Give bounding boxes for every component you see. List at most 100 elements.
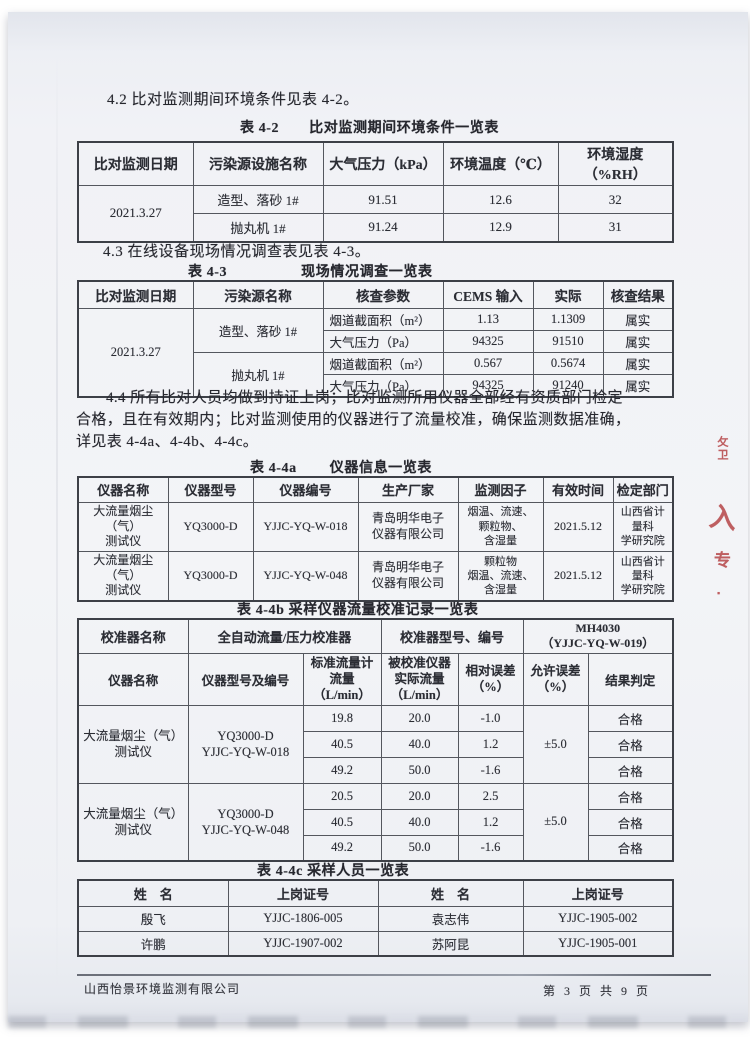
cell-cert-no: YJJC-1907-002 <box>227 930 379 957</box>
cell-rel-error: -1.6 <box>457 834 524 862</box>
col-header: 监测因子 <box>457 476 544 503</box>
table-4-4a-title: 仪器信息一览表 <box>329 461 432 476</box>
cell-model: YQ3000-D <box>167 501 254 552</box>
col-header: 仪器型号 <box>167 476 254 503</box>
col-header: 污染源名称 <box>192 280 324 309</box>
table-env-conditions: 比对监测日期 污染源设施名称 大气压力（kPa） 环境温度（℃） 环境湿度（%R… <box>77 141 674 243</box>
cell-person-name: 袁志伟 <box>377 905 524 932</box>
col-header: 仪器名称 <box>77 652 189 706</box>
cell-date: 2021.3.27 <box>77 185 194 242</box>
table-row: 大气压力（Pa） 94325 91510 属实 <box>78 329 674 353</box>
cell-rel-error: -1.0 <box>457 704 524 732</box>
cell-result: 合格 <box>587 808 674 836</box>
cell-facility: 造型、落砂 1# <box>192 185 324 214</box>
table-4-2-caption: 表 4-2 比对监测期间环境条件一览表 <box>240 117 499 137</box>
table-row: 校准器名称 全自动流量/压力校准器 校准器型号、编号 MH4030 （YJJC-… <box>77 618 674 654</box>
cell-std-flow: 49.2 <box>302 834 382 862</box>
cell-source: 抛丸机 1# <box>192 351 324 397</box>
col-header: 实际 <box>532 280 604 309</box>
table-row: 2021.3.27 造型、落砂 1# 91.51 12.6 32 <box>77 185 674 242</box>
cell-valid-date: 2021.5.12 <box>542 501 614 552</box>
cell-param: 烟道截面积（m²） <box>322 307 444 331</box>
table-4-4b-title: 表 4-4b 采样仪器流量校准记录一览表 <box>237 603 479 618</box>
cell-cert-no: YJJC-1905-001 <box>522 930 674 957</box>
cell-rel-error: 1.2 <box>457 730 524 758</box>
table-flow-calibration: 校准器名称 全自动流量/压力校准器 校准器型号、编号 MH4030 （YJJC-… <box>77 618 675 863</box>
red-ink-mark: 入 <box>707 501 739 535</box>
cell-rel-error: -1.6 <box>457 756 524 784</box>
table-4-2-title: 比对监测期间环境条件一览表 <box>309 121 499 136</box>
table-row: 仪器名称 仪器型号 仪器编号 生产厂家 监测因子 有效时间 检定部门 <box>77 476 674 503</box>
col-header: 仪器型号及编号 <box>187 652 304 706</box>
col-header: 被校准仪器 实际流量 （L/min） <box>380 652 459 706</box>
cell-model: YQ3000-D <box>167 550 254 602</box>
cell-param: 烟道截面积（m²） <box>322 351 444 375</box>
col-header: 检定部门 <box>612 476 674 503</box>
table-row: 大流量烟尘（气） 测试仪 YQ3000-D YJJC-YQ-W-018 青岛明华… <box>77 501 674 552</box>
table-row: 40.5 40.0 1.2 合格 <box>78 730 674 758</box>
cell-result: 合格 <box>587 834 674 862</box>
col-header: 校准器名称 <box>77 618 189 654</box>
cell-actual: 91240 <box>532 373 604 397</box>
red-ink-mark: 专 <box>714 551 731 570</box>
cell-result: 属实 <box>602 329 674 353</box>
red-ink-mark: ▪ <box>717 588 721 598</box>
col-header: 生产厂家 <box>357 476 459 503</box>
cell-allowed-error: ±5.0 <box>522 782 589 862</box>
col-header: 核查结果 <box>602 280 674 309</box>
table-row: 比对监测日期 污染源名称 核查参数 CEMS 输入 实际 核查结果 <box>77 280 674 309</box>
col-header: 结果判定 <box>587 652 674 706</box>
table-row: 49.2 50.0 -1.6 合格 <box>78 834 674 862</box>
col-header: 姓 名 <box>77 879 229 907</box>
table-4-4c-caption: 表 4-4c 采样人员一览表 <box>257 860 409 880</box>
cell-rel-error: 1.2 <box>457 808 524 836</box>
cell-model-serial: YQ3000-D YJJC-YQ-W-018 <box>187 704 304 784</box>
cell-param: 大气压力（Pa） <box>322 329 444 353</box>
table-4-3-label: 表 4-3 <box>188 265 228 280</box>
scan-edge-noise <box>8 1016 748 1028</box>
col-header: 污染源设施名称 <box>192 141 324 186</box>
cell-maker: 青岛明华电子 仪器有限公司 <box>357 501 459 552</box>
col-header: 比对监测日期 <box>77 280 194 309</box>
col-header: CEMS 输入 <box>442 280 534 309</box>
cell-result: 合格 <box>587 704 674 732</box>
cell-std-flow: 20.5 <box>302 782 382 810</box>
table-row: 大气压力（Pa） 94325 91240 属实 <box>78 373 674 397</box>
col-header: 标准流量计 流量 （L/min） <box>302 652 382 706</box>
table-site-survey: 比对监测日期 污染源名称 核查参数 CEMS 输入 实际 核查结果 2021.3… <box>77 280 674 398</box>
table-row: 比对监测日期 污染源设施名称 大气压力（kPa） 环境温度（℃） 环境湿度（%R… <box>77 141 674 186</box>
cell-result: 合格 <box>587 730 674 758</box>
cell-result: 属实 <box>602 373 674 397</box>
col-header: 环境湿度（%RH） <box>557 141 674 186</box>
cell-actual-flow: 50.0 <box>380 756 459 784</box>
cell-person-name: 苏阿昆 <box>377 930 524 957</box>
cell-serial: YJJC-YQ-W-048 <box>252 550 359 602</box>
cell-temp: 12.9 <box>442 213 559 242</box>
cell-cert-no: YJJC-1806-005 <box>227 905 379 932</box>
cell-person-name: 殷飞 <box>77 905 229 932</box>
col-header: 允许误差 （%） <box>522 652 589 706</box>
table-row: 抛丸机 1# 91.24 12.9 31 <box>78 213 674 242</box>
cell-actual: 1.1309 <box>532 307 604 331</box>
cell-cert-no: YJJC-1905-002 <box>522 905 674 932</box>
table-row: 49.2 50.0 -1.6 合格 <box>78 756 674 784</box>
table-row: 大流量烟尘（气） 测试仪 YQ3000-D YJJC-YQ-W-018 19.8… <box>77 704 674 784</box>
cell-humidity: 31 <box>557 213 674 242</box>
col-header: 环境温度（℃） <box>442 141 559 186</box>
table-4-4c-title: 表 4-4c 采样人员一览表 <box>257 864 410 879</box>
table-row: 姓 名 上岗证号 姓 名 上岗证号 <box>77 879 674 907</box>
table-row: 仪器名称 仪器型号及编号 标准流量计 流量 （L/min） 被校准仪器 实际流量… <box>77 652 674 706</box>
section-4-3-heading: 4.3 在线设备现场情况调查表见表 4-3。 <box>103 244 371 260</box>
table-4-4a-label: 表 4-4a <box>250 461 297 476</box>
cell-instrument-name: 大流量烟尘（气） 测试仪 <box>77 550 169 602</box>
cell-model-serial: YQ3000-D YJJC-YQ-W-048 <box>187 782 304 862</box>
table-4-3-caption: 表 4-3 现场情况调查一览表 <box>188 261 433 281</box>
cell-result: 合格 <box>587 782 674 810</box>
cell-instrument-name: 大流量烟尘（气） 测试仪 <box>77 501 169 552</box>
footer-company: 山西怡景环境监测有限公司 <box>84 982 241 996</box>
col-header: 校准器型号、编号 <box>380 618 524 654</box>
col-header: 上岗证号 <box>227 879 379 907</box>
cell-result: 属实 <box>602 351 674 375</box>
col-header: 大气压力（kPa） <box>322 141 444 186</box>
table-row: 2021.3.27 造型、落砂 1# 烟道截面积（m²） 1.13 1.1309… <box>77 307 674 397</box>
